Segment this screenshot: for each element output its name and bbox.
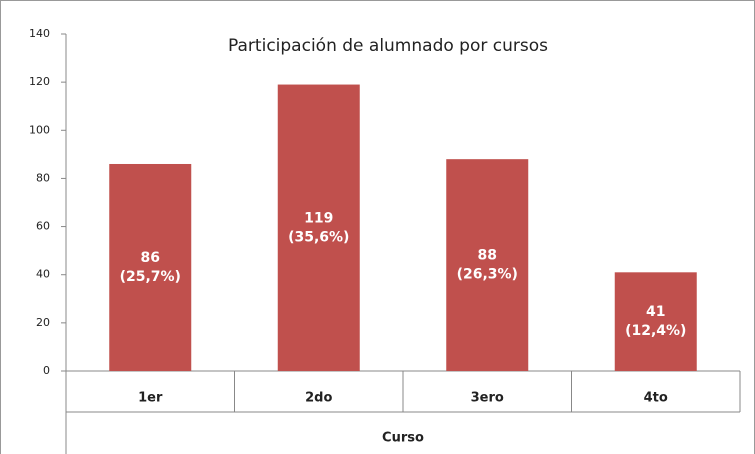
x-axis-title: Curso: [382, 431, 424, 446]
y-tick-label: 40: [36, 268, 50, 281]
y-tick-label: 80: [36, 171, 50, 184]
data-label-line: (26,3%): [457, 267, 518, 283]
data-label-line: (35,6%): [288, 229, 349, 245]
data-label: 41 (12,4%): [625, 304, 686, 339]
data-label-line: (12,4%): [625, 323, 686, 339]
bar: [446, 159, 529, 371]
y-tick-label: 120: [29, 75, 50, 88]
data-label-line: 88: [478, 248, 497, 264]
x-tick-label: 2do: [305, 391, 332, 406]
y-tick-label: 0: [43, 364, 50, 377]
x-tick-label: 4to: [644, 391, 668, 406]
data-label-line: 41: [646, 304, 665, 320]
data-label: 119 (35,6%): [288, 210, 349, 245]
data-label: 86 (25,7%): [120, 250, 181, 285]
y-tick-label: 60: [36, 220, 50, 233]
data-label: 88 (26,3%): [457, 248, 518, 283]
y-tick-label: 100: [29, 123, 50, 136]
data-label-line: (25,7%): [120, 269, 181, 285]
bar: [614, 272, 697, 371]
x-tick-label: 3ero: [471, 391, 504, 406]
x-tick-label: 1er: [138, 391, 163, 406]
data-label-line: 119: [304, 210, 333, 226]
bar: [109, 163, 192, 371]
y-tick-label: 20: [36, 316, 50, 329]
bar: [277, 84, 360, 372]
data-label-line: 86: [141, 250, 160, 266]
chart-title: Participación de alumnado por cursos: [228, 36, 548, 56]
y-tick-label: 140: [29, 27, 50, 40]
